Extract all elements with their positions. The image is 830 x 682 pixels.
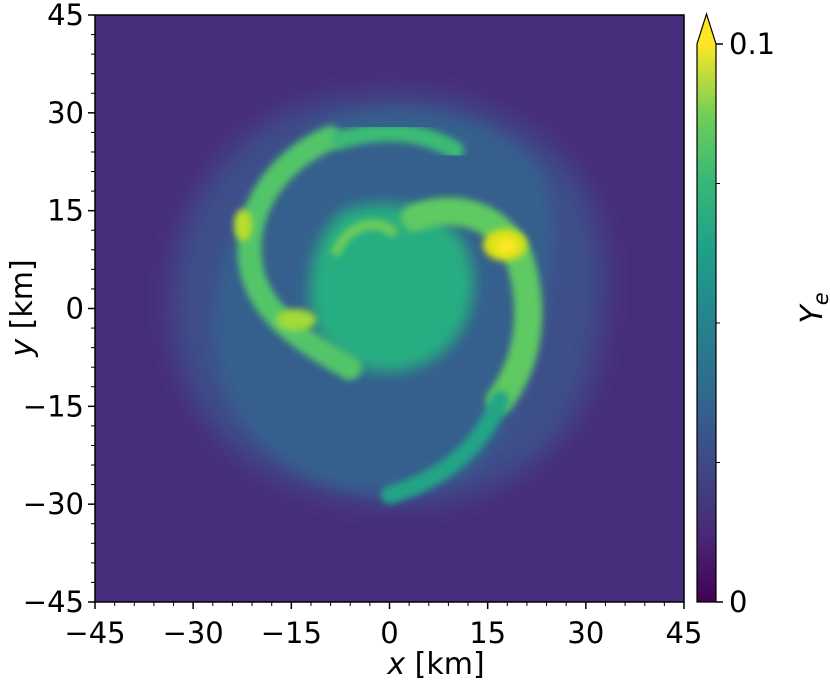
y-tick-label: 15 (47, 194, 84, 228)
x-tick-label: −45 (64, 616, 125, 650)
hotspot-w (234, 209, 252, 241)
x-tick-label: −15 (261, 616, 322, 650)
colorbar-tick-label: 0 (729, 585, 747, 619)
spiral-arm-west (237, 126, 362, 380)
inner-core (309, 203, 474, 372)
x-tick-label: 45 (666, 616, 703, 650)
y-tick-label: 0 (66, 292, 84, 326)
colorbar-outline (696, 12, 717, 603)
y-axis-label: y [km] (5, 259, 40, 357)
heatmap (95, 15, 684, 602)
inner-ring (330, 219, 399, 257)
colorbar-extend-arrow (697, 14, 716, 44)
y-tick-label: 45 (47, 0, 84, 32)
y-tick-label: −15 (23, 389, 84, 423)
y-tick-label: 30 (47, 96, 84, 130)
x-tick-label: 0 (380, 616, 398, 650)
spiral-arm-north (331, 123, 464, 159)
colorbar-tick-label: 0.1 (729, 27, 775, 61)
y-axis-ticks: −45 −30 −15 0 15 30 45 (23, 0, 95, 619)
x-tick-label: −30 (163, 616, 224, 650)
x-tick-label: 30 (567, 616, 604, 650)
y-tick-label: −30 (23, 487, 84, 521)
x-tick-label: 15 (469, 616, 506, 650)
spiral-arm-south (381, 391, 509, 504)
colorbar-ticks: 00.1 (716, 27, 775, 619)
colorbar-label: Ye (795, 292, 830, 323)
hotspot-sw (276, 309, 316, 331)
hotspot-ne-core (496, 238, 516, 254)
colorbar: 00.1 Ye (696, 12, 830, 619)
x-axis-label: x [km] (386, 647, 484, 682)
y-tick-label: −45 (23, 585, 84, 619)
x-axis-ticks: −45 −30 −15 0 15 30 45 (64, 602, 702, 650)
colorbar-gradient (697, 44, 716, 602)
spiral-arm-east (401, 197, 543, 414)
